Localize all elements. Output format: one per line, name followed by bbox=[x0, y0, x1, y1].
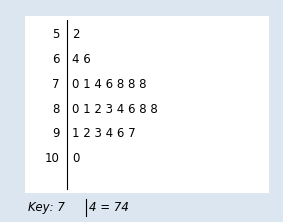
Text: 0 1 4 6 8 8 8: 0 1 4 6 8 8 8 bbox=[72, 78, 147, 91]
Text: 5: 5 bbox=[52, 28, 59, 41]
Text: 0: 0 bbox=[72, 152, 80, 165]
Text: 4 6: 4 6 bbox=[72, 53, 91, 66]
FancyBboxPatch shape bbox=[25, 16, 269, 193]
Text: Key: 7: Key: 7 bbox=[28, 201, 65, 214]
Text: 0 1 2 3 4 6 8 8: 0 1 2 3 4 6 8 8 bbox=[72, 103, 158, 115]
Text: 9: 9 bbox=[52, 127, 59, 140]
Text: 2: 2 bbox=[72, 28, 80, 41]
Text: 6: 6 bbox=[52, 53, 59, 66]
Text: 8: 8 bbox=[52, 103, 59, 115]
Text: 10: 10 bbox=[44, 152, 59, 165]
Text: 1 2 3 4 6 7: 1 2 3 4 6 7 bbox=[72, 127, 136, 140]
Text: 4 = 74: 4 = 74 bbox=[89, 201, 129, 214]
Text: 7: 7 bbox=[52, 78, 59, 91]
